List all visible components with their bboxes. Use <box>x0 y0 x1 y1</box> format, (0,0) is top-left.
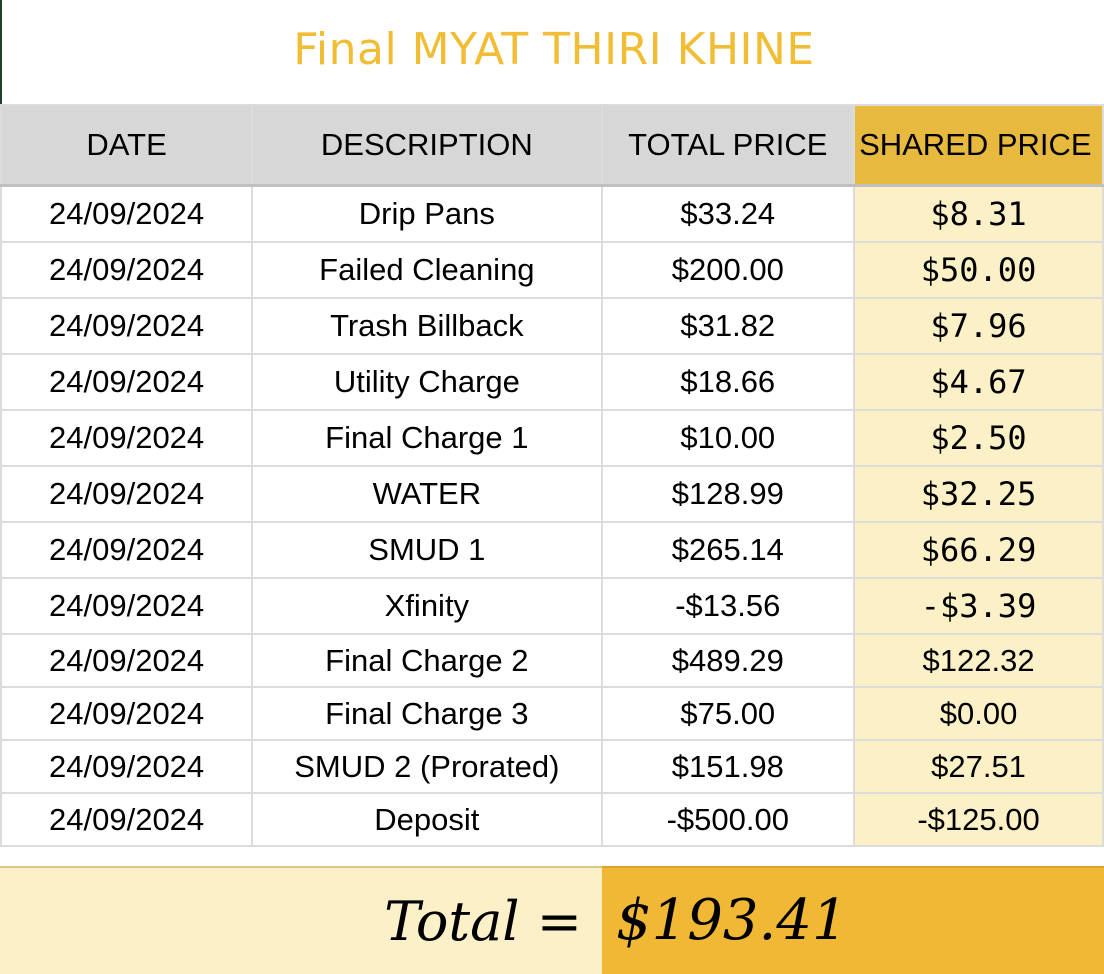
total-price-cell[interactable]: $31.82 <box>600 297 856 355</box>
total-label-cell[interactable]: Total = <box>0 866 602 974</box>
date-cell[interactable]: 24/09/2024 <box>0 409 254 467</box>
shared-price-cell[interactable]: $7.96 <box>853 297 1104 355</box>
table-row: 24/09/2024 WATER $128.99 $32.25 <box>0 465 1104 523</box>
total-value-cell[interactable]: $193.41 <box>602 866 1104 974</box>
description-cell[interactable]: SMUD 1 <box>251 521 603 579</box>
shared-price-cell[interactable]: -$3.39 <box>853 577 1104 635</box>
table-row: 24/09/2024 Deposit -$500.00 -$125.00 <box>0 792 1104 847</box>
total-price-cell[interactable]: $489.29 <box>600 633 856 688</box>
date-cell[interactable]: 24/09/2024 <box>0 297 254 355</box>
shared-price-cell[interactable]: $66.29 <box>853 521 1104 579</box>
table-row: 24/09/2024 Final Charge 1 $10.00 $2.50 <box>0 409 1104 467</box>
table-row: 24/09/2024 SMUD 2 (Prorated) $151.98 $27… <box>0 739 1104 794</box>
total-price-cell[interactable]: $18.66 <box>600 353 856 411</box>
total-price-cell[interactable]: $151.98 <box>600 739 856 794</box>
date-cell[interactable]: 24/09/2024 <box>0 465 254 523</box>
total-price-cell[interactable]: $33.24 <box>600 184 856 243</box>
shared-price-cell[interactable]: $50.00 <box>853 241 1104 299</box>
shared-price-cell[interactable]: $2.50 <box>853 409 1104 467</box>
description-cell[interactable]: Drip Pans <box>251 184 603 243</box>
expense-table: DATE DESCRIPTION TOTAL PRICE SHARED PRIC… <box>0 104 1104 847</box>
description-cell[interactable]: Deposit <box>251 792 603 847</box>
total-price-cell[interactable]: $10.00 <box>600 409 856 467</box>
description-cell[interactable]: Final Charge 3 <box>251 686 603 741</box>
total-price-cell[interactable]: $200.00 <box>600 241 856 299</box>
sheet-title[interactable]: Final MYAT THIRI KHINE <box>293 24 815 75</box>
header-row: DATE DESCRIPTION TOTAL PRICE SHARED PRIC… <box>0 104 1104 187</box>
description-cell[interactable]: Final Charge 2 <box>251 633 603 688</box>
total-price-cell[interactable]: -$500.00 <box>600 792 856 847</box>
table-row: 24/09/2024 Xfinity -$13.56 -$3.39 <box>0 577 1104 635</box>
total-price-cell[interactable]: -$13.56 <box>600 577 856 635</box>
description-cell[interactable]: Utility Charge <box>251 353 603 411</box>
title-bar: Final MYAT THIRI KHINE <box>0 0 1104 104</box>
table-row: 24/09/2024 Trash Billback $31.82 $7.96 <box>0 297 1104 355</box>
date-cell[interactable]: 24/09/2024 <box>0 521 254 579</box>
date-cell[interactable]: 24/09/2024 <box>0 241 254 299</box>
date-cell[interactable]: 24/09/2024 <box>0 686 254 741</box>
shared-price-cell[interactable]: $32.25 <box>853 465 1104 523</box>
header-description[interactable]: DESCRIPTION <box>251 104 603 187</box>
date-cell[interactable]: 24/09/2024 <box>0 739 254 794</box>
date-cell[interactable]: 24/09/2024 <box>0 184 254 243</box>
total-price-cell[interactable]: $128.99 <box>600 465 856 523</box>
shared-price-cell[interactable]: -$125.00 <box>853 792 1104 847</box>
shared-price-cell[interactable]: $0.00 <box>853 686 1104 741</box>
description-cell[interactable]: Final Charge 1 <box>251 409 603 467</box>
total-value: $193.41 <box>616 888 848 953</box>
table-row: 24/09/2024 Drip Pans $33.24 $8.31 <box>0 184 1104 243</box>
description-cell[interactable]: Xfinity <box>251 577 603 635</box>
table-row: 24/09/2024 Final Charge 2 $489.29 $122.3… <box>0 633 1104 688</box>
description-cell[interactable]: WATER <box>251 465 603 523</box>
table-row: 24/09/2024 Failed Cleaning $200.00 $50.0… <box>0 241 1104 299</box>
table-row: 24/09/2024 SMUD 1 $265.14 $66.29 <box>0 521 1104 579</box>
date-cell[interactable]: 24/09/2024 <box>0 353 254 411</box>
shared-price-cell[interactable]: $4.67 <box>853 353 1104 411</box>
header-shared-price[interactable]: SHARED PRICE <box>853 104 1104 187</box>
total-price-cell[interactable]: $265.14 <box>600 521 856 579</box>
date-cell[interactable]: 24/09/2024 <box>0 792 254 847</box>
description-cell[interactable]: Failed Cleaning <box>251 241 603 299</box>
total-price-cell[interactable]: $75.00 <box>600 686 856 741</box>
description-cell[interactable]: SMUD 2 (Prorated) <box>251 739 603 794</box>
header-total-price[interactable]: TOTAL PRICE <box>600 104 856 187</box>
table-row: 24/09/2024 Utility Charge $18.66 $4.67 <box>0 353 1104 411</box>
table-row: 24/09/2024 Final Charge 3 $75.00 $0.00 <box>0 686 1104 741</box>
total-label: Total = <box>384 890 582 953</box>
header-date[interactable]: DATE <box>0 104 254 187</box>
date-cell[interactable]: 24/09/2024 <box>0 577 254 635</box>
date-cell[interactable]: 24/09/2024 <box>0 633 254 688</box>
shared-price-cell[interactable]: $122.32 <box>853 633 1104 688</box>
shared-price-cell[interactable]: $27.51 <box>853 739 1104 794</box>
description-cell[interactable]: Trash Billback <box>251 297 603 355</box>
shared-price-cell[interactable]: $8.31 <box>853 184 1104 243</box>
